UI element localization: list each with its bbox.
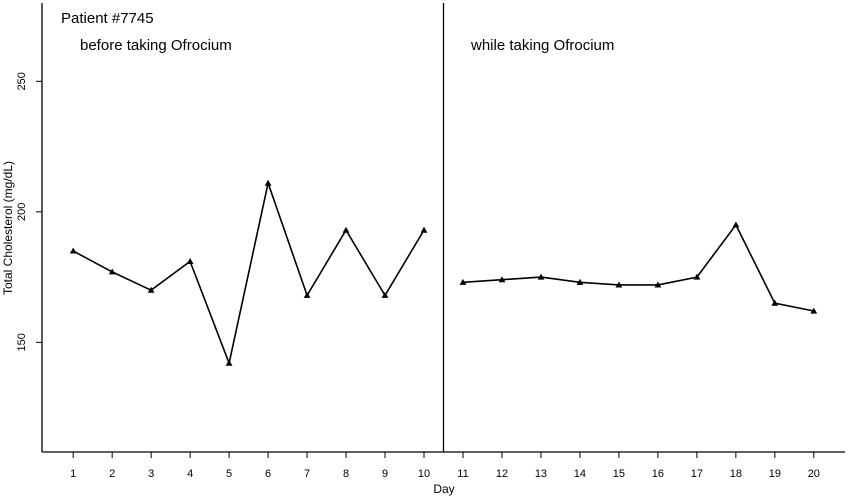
data-point-day-11: [459, 278, 467, 285]
data-point-day-7: [303, 292, 311, 298]
x-tick-label-20: 20: [808, 468, 820, 480]
data-point-day-13: [537, 273, 545, 280]
series-line-0: [72, 180, 425, 366]
x-tick-label-9: 9: [382, 468, 388, 480]
y-tick-label-200: 200: [16, 203, 28, 221]
data-point-day-20: [810, 307, 818, 314]
data-point-day-8: [342, 226, 350, 233]
x-tick-label-7: 7: [304, 468, 310, 480]
series-label-while: while taking Ofrocium: [470, 37, 614, 54]
series-line-1: [462, 223, 814, 312]
x-tick-label-6: 6: [265, 468, 271, 480]
data-point-day-5: [225, 359, 233, 366]
y-ticks: 150 200 250: [16, 72, 42, 352]
data-point-day-17: [693, 273, 701, 280]
x-tick-label-3: 3: [148, 468, 154, 480]
x-ticks: 1 2 3 4 5 6 7 8 9 10 11 12 13 14 15 16 17 18 19 20: [70, 452, 820, 480]
x-tick-label-12: 12: [496, 468, 508, 480]
x-tick-label-5: 5: [226, 468, 232, 480]
chart-title: Patient #7745: [61, 10, 154, 27]
data-point-day-10: [420, 226, 428, 233]
data-point-day-14: [576, 278, 584, 285]
x-tick-label-17: 17: [691, 468, 703, 480]
y-tick-label-250: 250: [16, 72, 28, 90]
data-point-day-18: [732, 221, 740, 228]
x-tick-label-13: 13: [535, 468, 547, 480]
data-point-day-15: [615, 281, 623, 288]
x-tick-label-19: 19: [769, 468, 781, 480]
axes: [41, 3, 845, 453]
x-tick-label-15: 15: [613, 468, 625, 480]
data-point-day-9: [381, 292, 389, 298]
x-tick-label-16: 16: [652, 468, 664, 480]
y-tick-label-150: 150: [16, 333, 28, 351]
data-point-day-3: [147, 286, 155, 293]
data-point-day-19: [771, 299, 779, 306]
series-layer: [69, 179, 818, 366]
series-label-before: before taking Ofrocium: [80, 37, 232, 54]
x-tick-label-2: 2: [109, 468, 115, 480]
y-axis-title: Total Cholesterol (mg/dL): [1, 161, 15, 295]
x-tick-label-8: 8: [343, 468, 349, 480]
data-point-day-12: [498, 276, 506, 283]
x-axis-title: Day: [433, 482, 454, 496]
x-tick-label-1: 1: [70, 468, 76, 480]
x-tick-label-18: 18: [730, 468, 742, 480]
x-tick-label-11: 11: [457, 468, 468, 480]
x-tick-label-10: 10: [418, 468, 430, 480]
data-point-day-2: [108, 268, 116, 275]
x-tick-label-4: 4: [187, 468, 193, 480]
data-point-day-4: [186, 258, 194, 264]
data-point-day-16: [654, 281, 662, 288]
data-point-day-6: [264, 179, 272, 186]
data-point-day-1: [69, 247, 77, 254]
x-tick-label-14: 14: [574, 468, 586, 480]
